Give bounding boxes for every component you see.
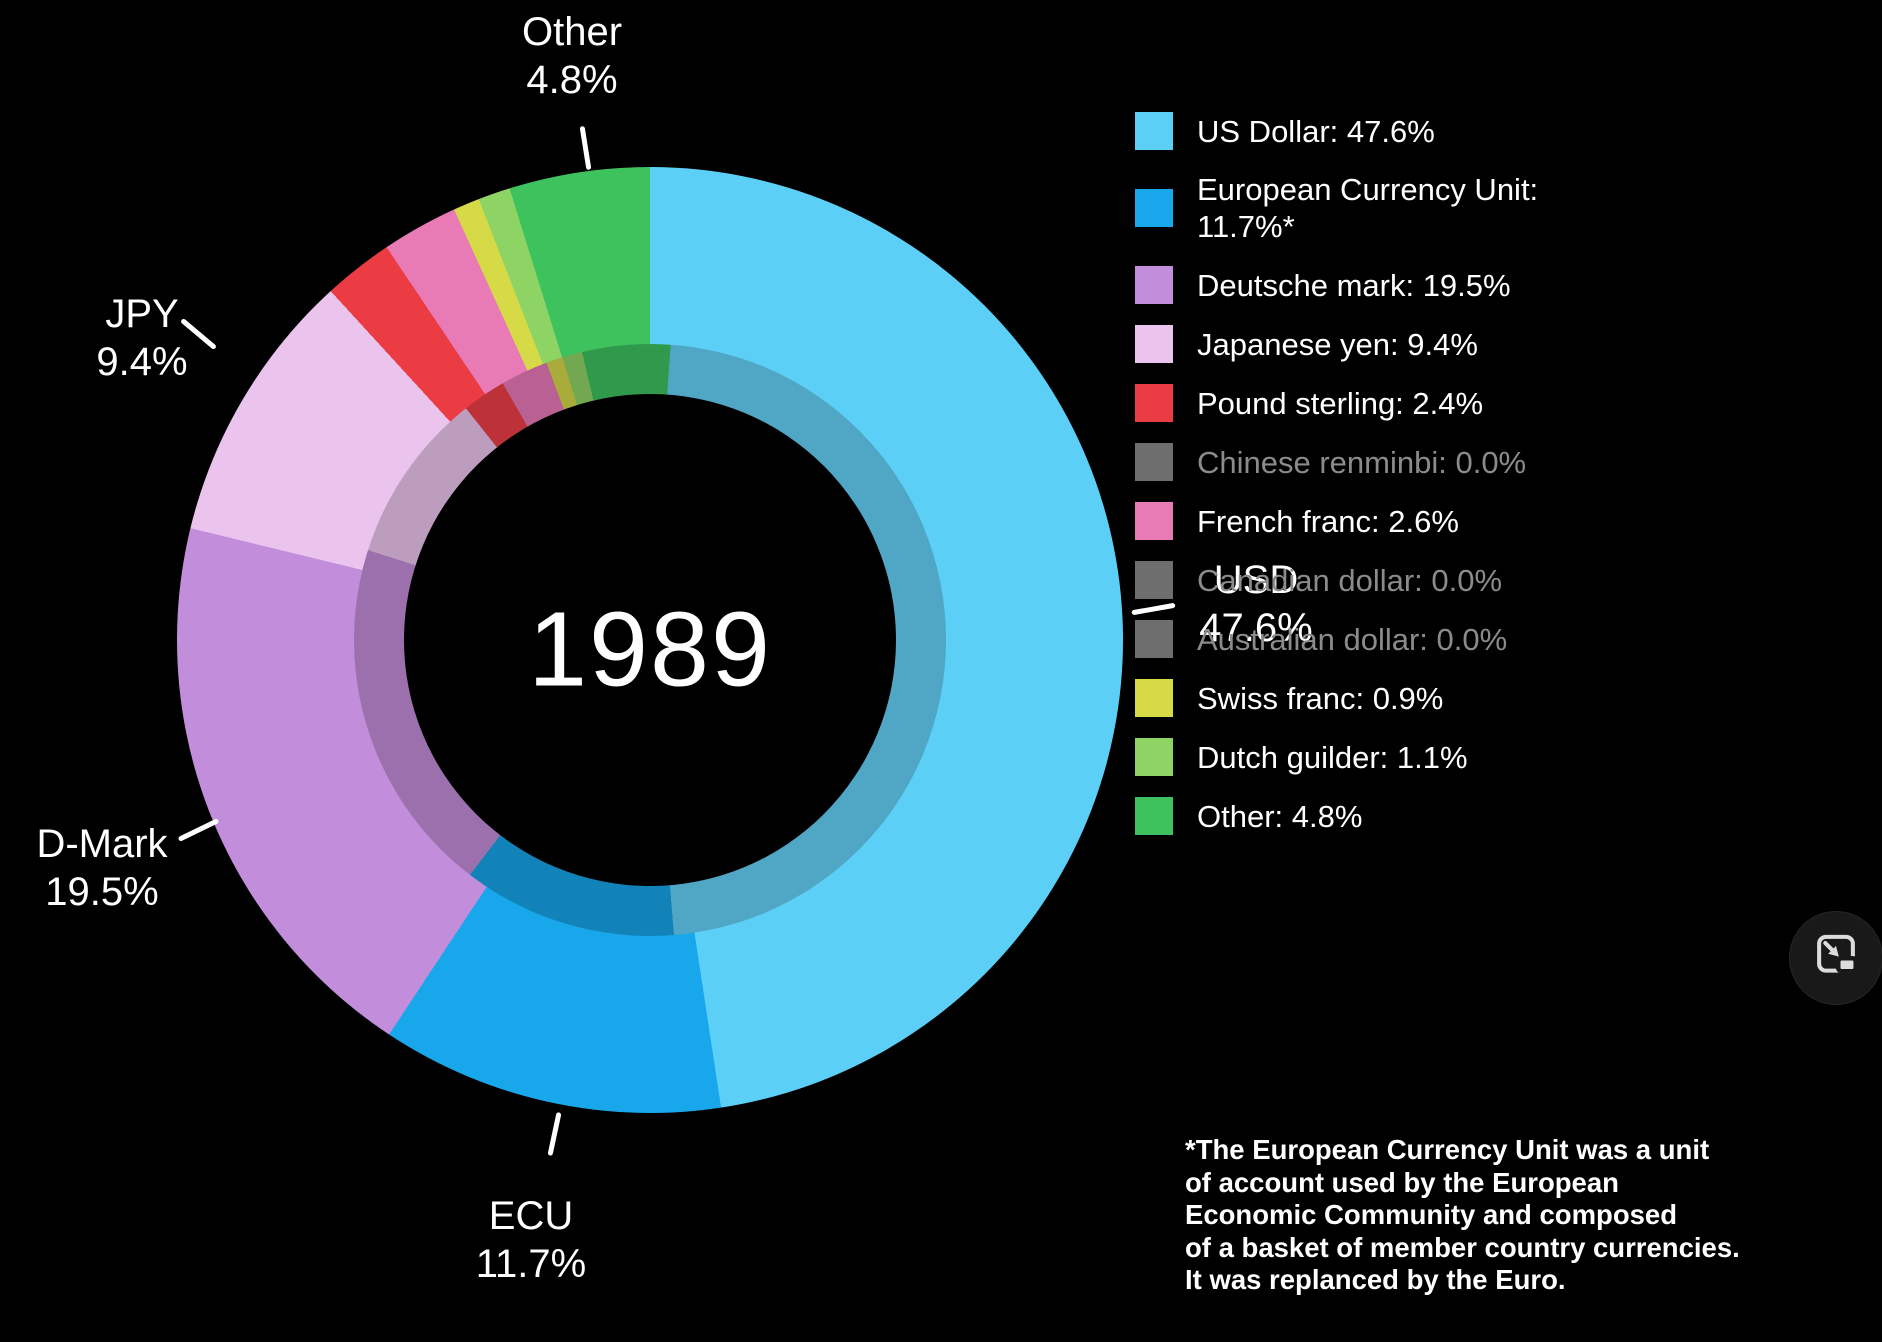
callout-value: 9.4% xyxy=(96,340,188,384)
footnote-line: Economic Community and composed xyxy=(1185,1199,1678,1230)
callout-label: ECU xyxy=(488,1194,574,1238)
picture-in-picture-icon xyxy=(1809,929,1863,988)
callout-dmark: D-Mark 19.5% xyxy=(36,820,167,916)
callout-usd: USD 47.6% xyxy=(1199,556,1312,652)
legend-item-australian-dollar: Australian dollar: 0.0% xyxy=(1135,620,1605,658)
footnote: *The European Currency Unit was a unit o… xyxy=(1185,1134,1745,1297)
legend-swatch xyxy=(1135,561,1173,599)
legend-label: Other: 4.8% xyxy=(1197,798,1363,834)
legend-label: European Currency Unit: 11.7%* xyxy=(1197,172,1539,244)
callout-value: 4.8% xyxy=(526,58,618,102)
callout-value: 11.7% xyxy=(475,1242,587,1286)
footnote-line: of a basket of member country currencies… xyxy=(1185,1231,1740,1263)
legend-swatch xyxy=(1135,384,1173,422)
legend-swatch xyxy=(1135,112,1173,150)
legend-label: Australian dollar: 0.0% xyxy=(1197,621,1508,657)
legend-swatch xyxy=(1135,679,1173,717)
legend-label: US Dollar: 47.6% xyxy=(1197,113,1435,149)
legend-swatch xyxy=(1135,266,1173,304)
callout-label: D-Mark xyxy=(36,822,168,866)
callout-label: USD xyxy=(1213,558,1299,602)
legend-item-other: Other: 4.8% xyxy=(1135,797,1605,835)
callout-label: JPY xyxy=(105,292,179,336)
legend-item-dutch-guilder: Dutch guilder: 1.1% xyxy=(1135,738,1605,776)
legend-label: Japanese yen: 9.4% xyxy=(1197,326,1478,362)
legend-item-chinese-renminbi: Chinese renminbi: 0.0% xyxy=(1135,443,1605,481)
legend-item-deutsche-mark: Deutsche mark: 19.5% xyxy=(1135,266,1605,304)
legend-label: Pound sterling: 2.4% xyxy=(1197,385,1484,421)
legend-swatch xyxy=(1135,620,1173,658)
callout-tick-ecu xyxy=(547,1111,562,1157)
legend-label: Chinese renminbi: 0.0% xyxy=(1197,444,1527,480)
callout-tick-other xyxy=(579,125,592,171)
footnote-line: *The European Currency Unit was a unit xyxy=(1185,1134,1710,1165)
legend-label: French franc: 2.6% xyxy=(1197,503,1459,539)
legend-swatch xyxy=(1135,443,1173,481)
legend-item-pound-sterling: Pound sterling: 2.4% xyxy=(1135,384,1605,422)
legend-swatch xyxy=(1135,325,1173,363)
legend-label: Canadian dollar: 0.0% xyxy=(1197,562,1503,598)
callout-ecu: ECU 11.7% xyxy=(476,1192,586,1288)
year-label: 1989 xyxy=(528,590,772,709)
legend-item-japanese-yen: Japanese yen: 9.4% xyxy=(1135,325,1605,363)
footnote-line: of account used by the European xyxy=(1185,1166,1619,1198)
callout-other: Other 4.8% xyxy=(522,8,622,104)
legend-swatch xyxy=(1135,189,1173,227)
legend-label: Swiss franc: 0.9% xyxy=(1197,680,1444,716)
callout-label: Other xyxy=(521,10,623,54)
legend-swatch xyxy=(1135,738,1173,776)
legend: US Dollar: 47.6% European Currency Unit:… xyxy=(1135,112,1605,835)
callout-tick-dmark xyxy=(177,818,220,842)
callout-jpy: JPY 9.4% xyxy=(96,290,187,386)
legend-item-swiss-franc: Swiss franc: 0.9% xyxy=(1135,679,1605,717)
footnote-line: It was replanced by the Euro. xyxy=(1185,1264,1566,1295)
callout-value: 47.6% xyxy=(1199,606,1313,650)
pip-button[interactable] xyxy=(1789,911,1882,1005)
legend-swatch xyxy=(1135,797,1173,835)
legend-item-french-franc: French franc: 2.6% xyxy=(1135,502,1605,540)
legend-label: Dutch guilder: 1.1% xyxy=(1197,739,1468,775)
donut-hole xyxy=(404,394,896,886)
legend-swatch xyxy=(1135,502,1173,540)
callout-value: 19.5% xyxy=(45,870,159,914)
legend-item-european-currency-unit: European Currency Unit: 11.7%* xyxy=(1135,171,1605,245)
legend-item-us-dollar: US Dollar: 47.6% xyxy=(1135,112,1605,150)
legend-label: Deutsche mark: 19.5% xyxy=(1197,267,1511,303)
legend-item-canadian-dollar: Canadian dollar: 0.0% xyxy=(1135,561,1605,599)
